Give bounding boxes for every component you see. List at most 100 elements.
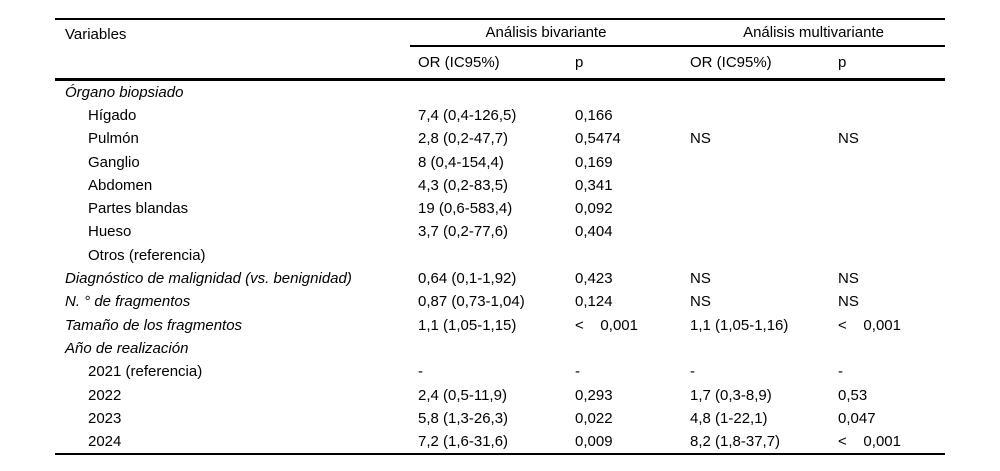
p-multivariante-value [830, 220, 945, 243]
p-bivariante-value: 0,404 [575, 223, 613, 241]
subheader-row: OR (IC95%) p OR (IC95%) p [55, 46, 946, 81]
or-multivariante-value [682, 104, 830, 127]
p-multivariante-value [830, 244, 945, 267]
variable-label: 2023 [88, 409, 122, 427]
table-body: Órgano biopsiado Hígado 7,4 (0,4-126,5) 0,1… [55, 79, 946, 456]
or-multivariante-value [682, 174, 830, 197]
or-multivariante-value [682, 220, 830, 243]
or-bivariante-header: OR (IC95%) [410, 46, 567, 81]
p-bivariante-header: p [567, 46, 682, 81]
variable-label: 2024 [55, 429, 410, 456]
p-multivariante-value [830, 337, 945, 360]
table-row: Otros (referencia) [55, 244, 945, 267]
table-row: Tamaño de los fragmentos 1,1 (1,05-1,15) <… [55, 313, 945, 336]
or-bivariante-value: 8 (0,4-154,4) [418, 153, 504, 171]
bivariate-group-header: Análisis bivariante [410, 19, 682, 47]
p-bivariante-value [567, 337, 682, 360]
table-header: Variables Análisis bivariante Análisis m… [55, 19, 946, 81]
or-bivariante-value: 19 (0,6-583,4) [418, 200, 513, 218]
or-bivariante-value: 5,8 (1,3-26,3) [418, 409, 509, 427]
table-row: Diagnóstico de malignidad (vs. benignida… [55, 267, 945, 290]
or-bivariante-value: 3,7 (0,2-77,6) [418, 223, 509, 241]
variable-label: Ganglio [88, 153, 140, 171]
p-multivariante-value: 0,53 [838, 386, 868, 404]
table-row: Hígado 7,4 (0,4-126,5) 0,166 [55, 104, 945, 127]
or-bivariante-value: - [418, 363, 423, 381]
results-table: Variables Análisis bivariante Análisis m… [55, 18, 946, 456]
p-bivariante-value [567, 244, 682, 267]
or-multivariante-value: 1,7 (0,3-8,9) [690, 386, 772, 404]
variable-label: Órgano biopsiado [65, 83, 184, 101]
or-multivariante-value: NS [690, 293, 711, 311]
p-multivariante-value [830, 150, 945, 173]
table-row: Año de realización [55, 337, 945, 360]
p-multivariante-value: < 0,001 [830, 429, 946, 456]
or-multivariante-value [682, 197, 830, 220]
p-bivariante-value: 0,423 [575, 270, 613, 288]
or-multivariante-value: 1,1 (1,05-1,16) [690, 316, 789, 334]
p-bivariante-value: 0,293 [575, 386, 613, 404]
or-multivariante-value [682, 337, 830, 360]
p-multivariante-value: - [838, 363, 843, 381]
or-multivariante-value [682, 150, 830, 173]
p-bivariante-value: 0,341 [575, 176, 613, 194]
variable-label: Hueso [88, 223, 132, 241]
or-bivariante-value: 2,4 (0,5-11,9) [418, 386, 507, 404]
or-bivariante-value: 7,2 (1,6-31,6) [410, 429, 567, 456]
variable-label: 2021 (referencia) [88, 363, 203, 381]
p-bivariante-value: 0,124 [575, 293, 613, 311]
p-bivariante-value: < 0,001 [575, 316, 638, 334]
p-bivariante-value [567, 79, 682, 104]
variable-label: Hígado [88, 106, 137, 124]
or-bivariante-value: 4,3 (0,2-83,5) [418, 176, 509, 194]
group-header-row: Variables Análisis bivariante Análisis m… [55, 19, 946, 81]
or-multivariante-value: 8,2 (1,8-37,7) [682, 429, 830, 456]
p-bivariante-value: 0,009 [567, 429, 682, 456]
or-multivariante-header: OR (IC95%) [682, 46, 830, 81]
variable-label: Tamaño de los fragmentos [65, 316, 243, 334]
p-multivariante-value [830, 197, 945, 220]
p-bivariante-value: 0,169 [575, 153, 613, 171]
or-multivariante-value: NS [690, 130, 711, 148]
table-row: Abdomen 4,3 (0,2-83,5) 0,341 [55, 174, 945, 197]
p-bivariante-value: - [575, 363, 580, 381]
or-multivariante-value [682, 244, 830, 267]
or-multivariante-value [682, 79, 830, 104]
p-bivariante-value: 0,092 [575, 200, 613, 218]
variable-label: 2022 [88, 386, 122, 404]
or-bivariante-value [410, 337, 567, 360]
or-bivariante-value: 1,1 (1,05-1,15) [418, 316, 517, 334]
table-row: N. ° de fragmentos 0,87 (0,73-1,04) 0,124 N… [55, 290, 945, 313]
p-multivariante-value: NS [838, 293, 859, 311]
p-bivariante-value: 0,166 [575, 106, 613, 124]
p-multivariante-value [830, 79, 945, 104]
table-row: Hueso 3,7 (0,2-77,6) 0,404 [55, 220, 945, 243]
table-row: Órgano biopsiado [55, 79, 945, 104]
table-row: Partes blandas 19 (0,6-583,4) 0,092 [55, 197, 945, 220]
or-bivariante-value: 0,87 (0,73-1,04) [418, 293, 525, 311]
or-bivariante-value: 7,4 (0,4-126,5) [418, 106, 517, 124]
or-bivariante-value: 0,64 (0,1-1,92) [418, 270, 517, 288]
variable-label: Otros (referencia) [88, 246, 206, 264]
or-bivariante-value: 2,8 (0,2-47,7) [418, 130, 509, 148]
variables-column-header: Variables [55, 19, 410, 81]
table-row: 2022 2,4 (0,5-11,9) 0,293 1,7 (0,3-8,9) 0,53 [55, 383, 945, 406]
variable-label: Pulmón [88, 130, 139, 148]
p-multivariante-header: p [830, 46, 946, 81]
variable-label: Diagnóstico de malignidad (vs. benignida… [65, 270, 352, 288]
or-bivariante-value [410, 244, 567, 267]
multivariate-group-header: Análisis multivariante [682, 19, 946, 47]
table-row: 2023 5,8 (1,3-26,3) 0,022 4,8 (1-22,1) 0,047 [55, 407, 945, 430]
variable-label: Abdomen [88, 176, 153, 194]
table-row: 2021 (referencia) - - - - [55, 360, 945, 383]
table-row: 2024 7,2 (1,6-31,6) 0,009 8,2 (1,8-37,7) < 0… [55, 429, 946, 456]
or-multivariante-value: - [690, 363, 695, 381]
p-multivariante-value: NS [838, 130, 859, 148]
variable-label: N. ° de fragmentos [65, 293, 191, 311]
p-bivariante-value: 0,5474 [575, 130, 621, 148]
p-multivariante-value: 0,047 [838, 409, 876, 427]
variable-label: Año de realización [65, 339, 189, 357]
or-multivariante-value: 4,8 (1-22,1) [690, 409, 768, 427]
p-bivariante-value: 0,022 [575, 409, 613, 427]
